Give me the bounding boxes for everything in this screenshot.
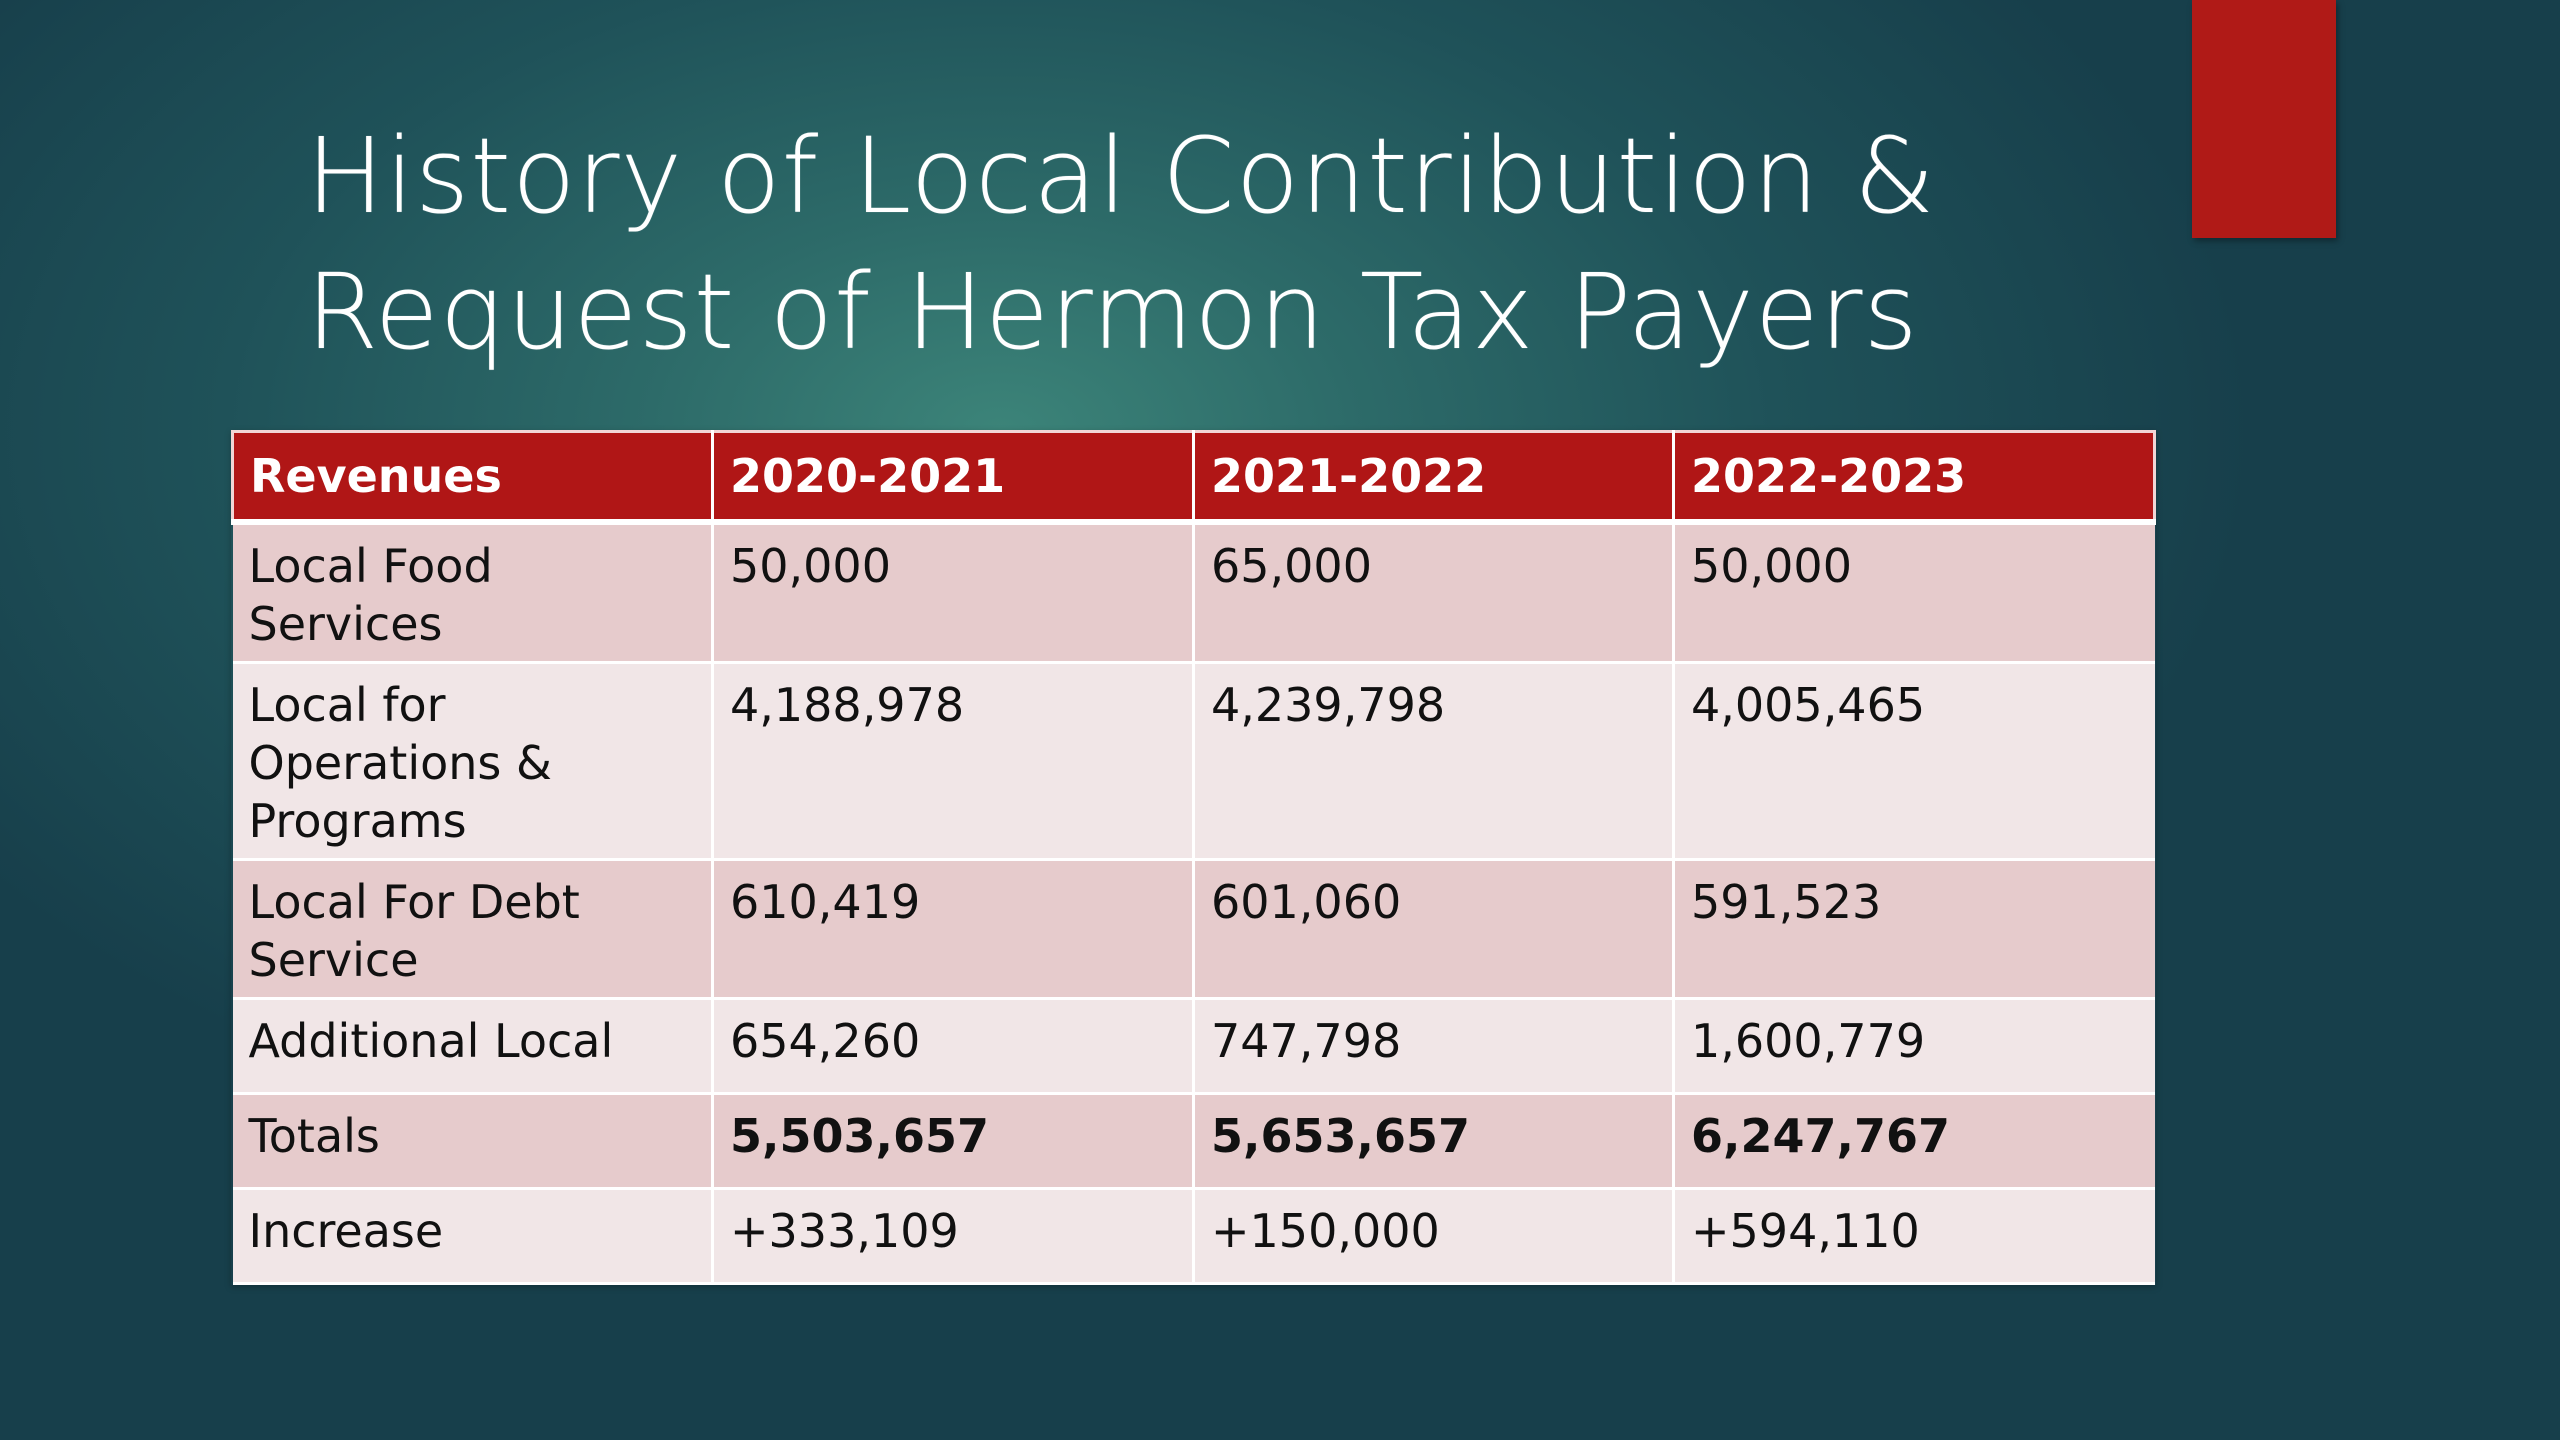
cell-2020-2021: 4,188,978 xyxy=(712,662,1195,861)
cell-2022-2023: 4,005,465 xyxy=(1673,662,2155,861)
table-row-totals: Totals 5,503,657 5,653,657 6,247,767 xyxy=(232,1093,2155,1190)
slide-title-line-2: Request of Hermon Tax Payers xyxy=(306,251,1919,373)
table-row-local-food-services: Local Food Services 50,000 65,000 50,000 xyxy=(232,522,2155,664)
revenue-table: Revenues 2020-2021 2021-2022 2022-2023 L… xyxy=(231,430,2156,1285)
cell-2021-2022: 5,653,657 xyxy=(1193,1093,1675,1190)
table-row-additional-local: Additional Local 654,260 747,798 1,600,7… xyxy=(232,998,2155,1095)
cell-2022-2023: +594,110 xyxy=(1673,1188,2155,1285)
cell-2022-2023: 6,247,767 xyxy=(1673,1093,2155,1190)
slide-title-line-1: History of Local Contribution & xyxy=(306,115,1936,237)
header-revenues: Revenues xyxy=(231,430,714,525)
cell-2020-2021: 654,260 xyxy=(712,998,1195,1095)
cell-2020-2021: +333,109 xyxy=(712,1188,1195,1285)
cell-2022-2023: 50,000 xyxy=(1673,522,2155,664)
row-label: Totals xyxy=(232,1093,714,1190)
cell-2020-2021: 50,000 xyxy=(712,522,1195,664)
row-label: Increase xyxy=(232,1188,714,1285)
accent-bar xyxy=(2192,0,2336,238)
header-2020-2021: 2020-2021 xyxy=(712,430,1195,525)
header-2021-2022: 2021-2022 xyxy=(1193,430,1675,525)
cell-2021-2022: 65,000 xyxy=(1193,522,1675,664)
cell-2021-2022: 4,239,798 xyxy=(1193,662,1675,861)
table-row-increase: Increase +333,109 +150,000 +594,110 xyxy=(232,1188,2155,1285)
cell-2022-2023: 1,600,779 xyxy=(1673,998,2155,1095)
header-2022-2023: 2022-2023 xyxy=(1673,430,2156,525)
cell-2020-2021: 5,503,657 xyxy=(712,1093,1195,1190)
table-row-local-operations-programs: Local for Operations & Programs 4,188,97… xyxy=(232,662,2155,861)
cell-2021-2022: +150,000 xyxy=(1193,1188,1675,1285)
row-label: Additional Local xyxy=(232,998,714,1095)
slide-title: History of Local Contribution & Request … xyxy=(306,108,2166,380)
cell-2021-2022: 601,060 xyxy=(1193,859,1675,1000)
table-row-local-debt-service: Local For Debt Service 610,419 601,060 5… xyxy=(232,859,2155,1000)
row-label: Local for Operations & Programs xyxy=(232,662,714,861)
cell-2020-2021: 610,419 xyxy=(712,859,1195,1000)
table-header-row: Revenues 2020-2021 2021-2022 2022-2023 xyxy=(231,430,2156,525)
cell-2021-2022: 747,798 xyxy=(1193,998,1675,1095)
row-label: Local For Debt Service xyxy=(232,859,714,1000)
row-label: Local Food Services xyxy=(232,522,714,664)
cell-2022-2023: 591,523 xyxy=(1673,859,2155,1000)
